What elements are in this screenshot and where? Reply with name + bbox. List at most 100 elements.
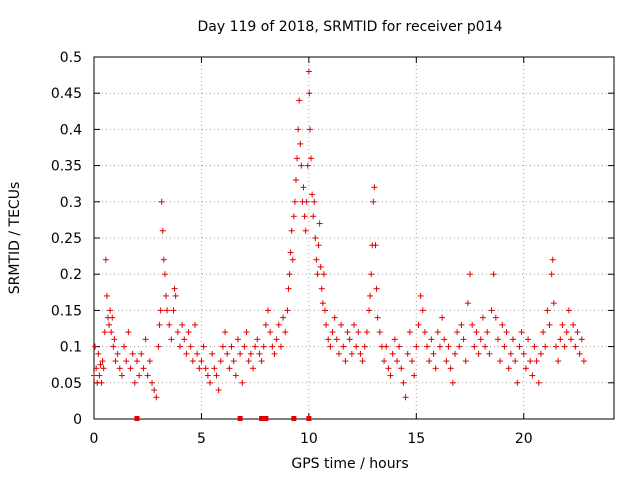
data-point [303, 198, 310, 205]
data-point [287, 249, 294, 256]
data-point [464, 300, 471, 307]
data-point [340, 343, 347, 350]
data-point [415, 321, 422, 328]
data-point [318, 285, 325, 292]
data-point [146, 358, 153, 365]
data-point [449, 379, 456, 386]
data-point [479, 314, 486, 321]
data-point [473, 329, 480, 336]
data-point [544, 307, 551, 314]
data-point [97, 361, 104, 368]
data-point [469, 321, 476, 328]
data-point [522, 365, 529, 372]
data-point [171, 285, 178, 292]
data-point [317, 263, 324, 270]
data-point [107, 307, 114, 314]
data-point [320, 271, 327, 278]
data-point [559, 321, 566, 328]
data-point [271, 350, 278, 357]
data-point [196, 365, 203, 372]
x-tick-label: 5 [197, 431, 206, 447]
y-tick-label: 0.25 [51, 231, 82, 247]
data-point [527, 358, 534, 365]
y-axis-label: SRMTID / TECUs [7, 182, 23, 295]
data-point [357, 350, 364, 357]
data-point [156, 321, 163, 328]
data-point [406, 329, 413, 336]
data-point [133, 358, 140, 365]
data-point [492, 314, 499, 321]
data-point [484, 329, 491, 336]
data-point [92, 343, 99, 350]
data-point [245, 358, 252, 365]
data-point [125, 329, 132, 336]
data-point [372, 242, 379, 249]
data-point [112, 358, 119, 365]
data-point [294, 155, 301, 162]
data-point [98, 379, 105, 386]
data-point [400, 379, 407, 386]
y-tick-labels: 0 0.05 0.1 0.15 0.2 0.25 0.3 0.35 0.4 0.45 0.5 [51, 50, 82, 428]
data-point [174, 329, 181, 336]
data-point [159, 227, 166, 234]
data-point [393, 358, 400, 365]
data-point [93, 365, 100, 372]
data-point [516, 343, 523, 350]
data-point [211, 365, 218, 372]
data-point [224, 350, 231, 357]
data-point [111, 336, 118, 343]
data-point [325, 336, 332, 343]
data-point [168, 336, 175, 343]
data-points [91, 68, 587, 401]
y-tick-label: 0.05 [51, 376, 82, 392]
data-point [102, 256, 109, 263]
data-point [552, 343, 559, 350]
data-point [252, 343, 259, 350]
data-point [247, 350, 254, 357]
data-point [428, 336, 435, 343]
data-point [323, 321, 330, 328]
data-point [482, 343, 489, 350]
data-point [149, 379, 156, 386]
data-point [540, 329, 547, 336]
data-point [467, 271, 474, 278]
data-point [202, 365, 209, 372]
data-point [550, 300, 557, 307]
data-point [471, 343, 478, 350]
data-point [181, 336, 188, 343]
data-point [505, 365, 512, 372]
data-point [286, 271, 293, 278]
data-point [297, 140, 304, 147]
data-point [361, 343, 368, 350]
data-point [101, 329, 108, 336]
data-point [488, 307, 495, 314]
data-point [531, 343, 538, 350]
data-point [103, 292, 110, 299]
data-point [460, 336, 467, 343]
data-point [162, 292, 169, 299]
grid [94, 57, 614, 419]
data-point [161, 271, 168, 278]
data-point [432, 365, 439, 372]
data-point [316, 220, 323, 227]
data-point [421, 329, 428, 336]
data-point [289, 256, 296, 263]
data-point [501, 343, 508, 350]
data-point [116, 365, 123, 372]
baseline-marker [291, 416, 297, 421]
data-point [413, 343, 420, 350]
data-point [376, 329, 383, 336]
data-point [301, 213, 308, 220]
data-point [123, 358, 130, 365]
data-point [160, 256, 167, 263]
data-point [385, 365, 392, 372]
data-point [96, 372, 103, 379]
data-point [296, 97, 303, 104]
data-point [172, 292, 179, 299]
data-point [497, 358, 504, 365]
data-point [424, 343, 431, 350]
data-point [295, 126, 302, 133]
data-point [329, 329, 336, 336]
data-point [462, 358, 469, 365]
data-point [136, 372, 143, 379]
